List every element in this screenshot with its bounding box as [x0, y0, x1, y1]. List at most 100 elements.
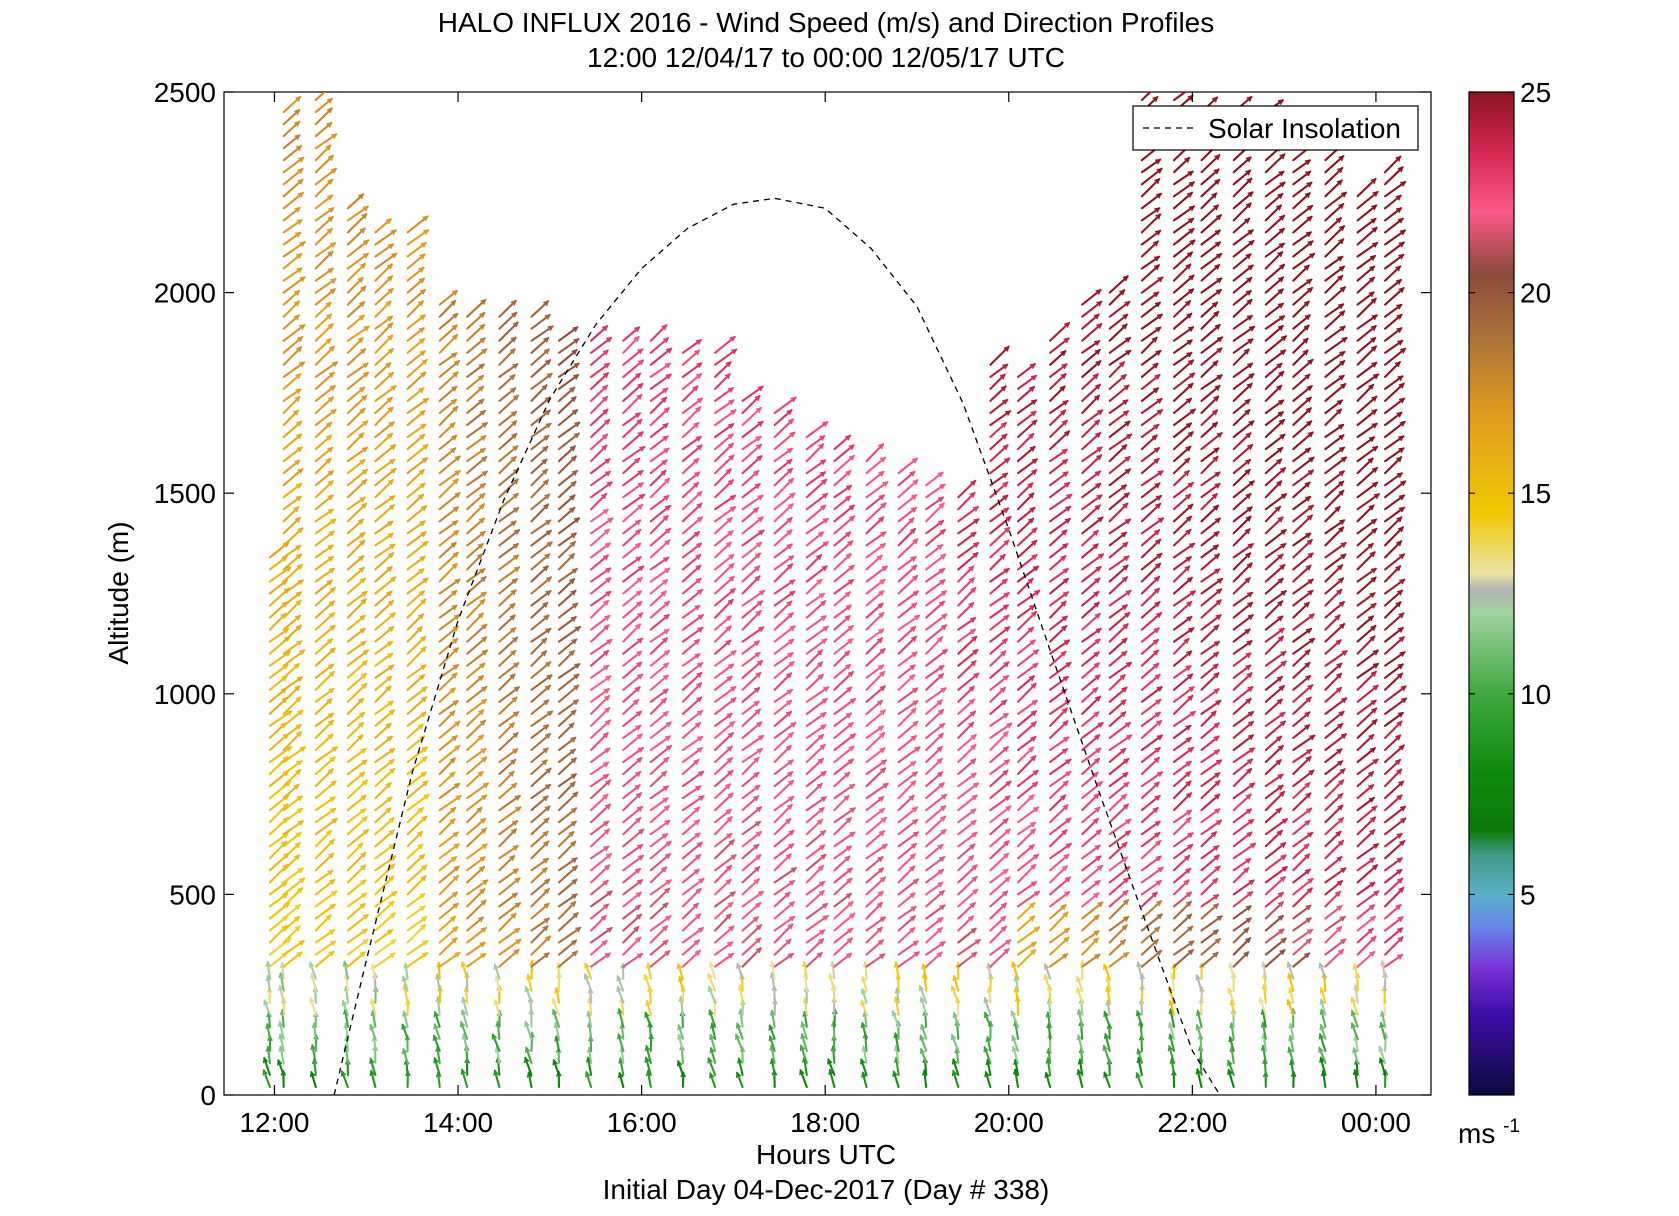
- wind-barb: [714, 494, 737, 511]
- wind-barb: [314, 733, 334, 752]
- wind-barb: [282, 267, 303, 282]
- wind-barb: [438, 360, 461, 378]
- wind-barb: [557, 722, 575, 739]
- wind-barb: [681, 949, 701, 968]
- wind-barb: [438, 529, 460, 547]
- wind-barb: [466, 709, 485, 727]
- wind-barb: [622, 673, 644, 691]
- wind-barb: [649, 735, 672, 752]
- wind-barb: [374, 565, 393, 583]
- wind-barb: [466, 675, 485, 691]
- wind-barb: [282, 831, 302, 848]
- wind-barb: [438, 478, 459, 499]
- wind-barb: [498, 877, 521, 896]
- wind-barb: [346, 864, 367, 884]
- wind-barb: [649, 866, 668, 884]
- wind-barb: [466, 517, 486, 535]
- wind-barb: [346, 386, 366, 402]
- wind-barb: [530, 661, 552, 679]
- wind-barb: [649, 373, 672, 390]
- wind-barb: [406, 952, 429, 968]
- wind-barb: [346, 711, 366, 727]
- wind-barb: [557, 455, 577, 475]
- wind-barb: [622, 784, 641, 800]
- wind-barb: [498, 348, 516, 366]
- wind-barb: [282, 109, 301, 126]
- wind-barb: [530, 503, 550, 523]
- wind-barb: [346, 682, 368, 703]
- wind-barb: [438, 469, 461, 487]
- wind-barb: [498, 432, 518, 451]
- wind-barb: [530, 767, 552, 788]
- wind-barb: [649, 628, 670, 643]
- wind-barb: [282, 887, 304, 908]
- wind-barb: [461, 996, 469, 1016]
- wind-barb: [622, 612, 644, 631]
- wind-barb: [590, 577, 612, 595]
- wind-barb: [622, 542, 642, 559]
- wind-barb: [282, 388, 302, 402]
- wind-barb: [262, 1068, 271, 1089]
- wind-barb: [681, 758, 700, 776]
- wind-barb: [622, 746, 645, 764]
- wind-barb: [309, 1070, 317, 1089]
- wind-barb: [406, 577, 429, 595]
- wind-barb: [370, 963, 377, 980]
- wind-barb: [282, 252, 303, 270]
- wind-barb: [649, 674, 669, 691]
- wind-barb: [649, 649, 671, 667]
- wind-barb: [374, 576, 397, 595]
- wind-barb: [282, 640, 303, 655]
- wind-barb: [498, 363, 519, 378]
- wind-barb: [590, 914, 607, 932]
- wind-barb: [622, 565, 645, 583]
- wind-barb: [590, 408, 609, 427]
- wind-barb: [314, 780, 337, 800]
- wind-barb: [741, 600, 764, 619]
- wind-barb: [590, 384, 609, 402]
- wind-barb: [557, 625, 582, 643]
- wind-barb: [374, 664, 395, 679]
- wind-barb: [374, 767, 396, 788]
- wind-barb: [557, 540, 577, 559]
- wind-barb: [649, 539, 671, 559]
- wind-barb: [714, 650, 737, 667]
- wind-barb: [282, 676, 304, 691]
- wind-barb: [524, 1046, 533, 1064]
- wind-barb: [369, 998, 377, 1016]
- wind-barb: [314, 624, 336, 643]
- wind-barb: [314, 518, 337, 535]
- wind-barb: [282, 649, 306, 667]
- wind-barb: [681, 349, 701, 366]
- wind-barb: [314, 313, 333, 330]
- wind-barb: [584, 962, 593, 980]
- wind-barb: [741, 947, 762, 968]
- wind-barb: [314, 457, 332, 475]
- wind-barb: [649, 514, 669, 535]
- wind-barb: [649, 362, 672, 378]
- wind-barb: [314, 719, 335, 739]
- wind-barb: [433, 1023, 441, 1040]
- wind-barb: [282, 768, 302, 788]
- wind-barb: [622, 335, 640, 354]
- wind-barb: [406, 215, 429, 234]
- wind-barb: [282, 746, 307, 764]
- wind-barb: [498, 722, 515, 739]
- wind-barb: [681, 502, 703, 523]
- wind-barb: [282, 168, 304, 186]
- wind-barb: [406, 892, 426, 908]
- wind-barb: [374, 612, 396, 631]
- wind-barb: [346, 518, 365, 535]
- wind-barb: [530, 434, 550, 451]
- wind-barb: [346, 590, 368, 607]
- wind-barb: [438, 385, 458, 402]
- wind-barb: [406, 410, 426, 427]
- wind-barb: [622, 556, 642, 571]
- wind-barb: [265, 960, 272, 980]
- wind-barb: [438, 874, 459, 896]
- wind-barb: [590, 395, 609, 415]
- wind-barb: [374, 807, 392, 824]
- wind-barb: [466, 926, 488, 944]
- wind-barb: [314, 242, 337, 258]
